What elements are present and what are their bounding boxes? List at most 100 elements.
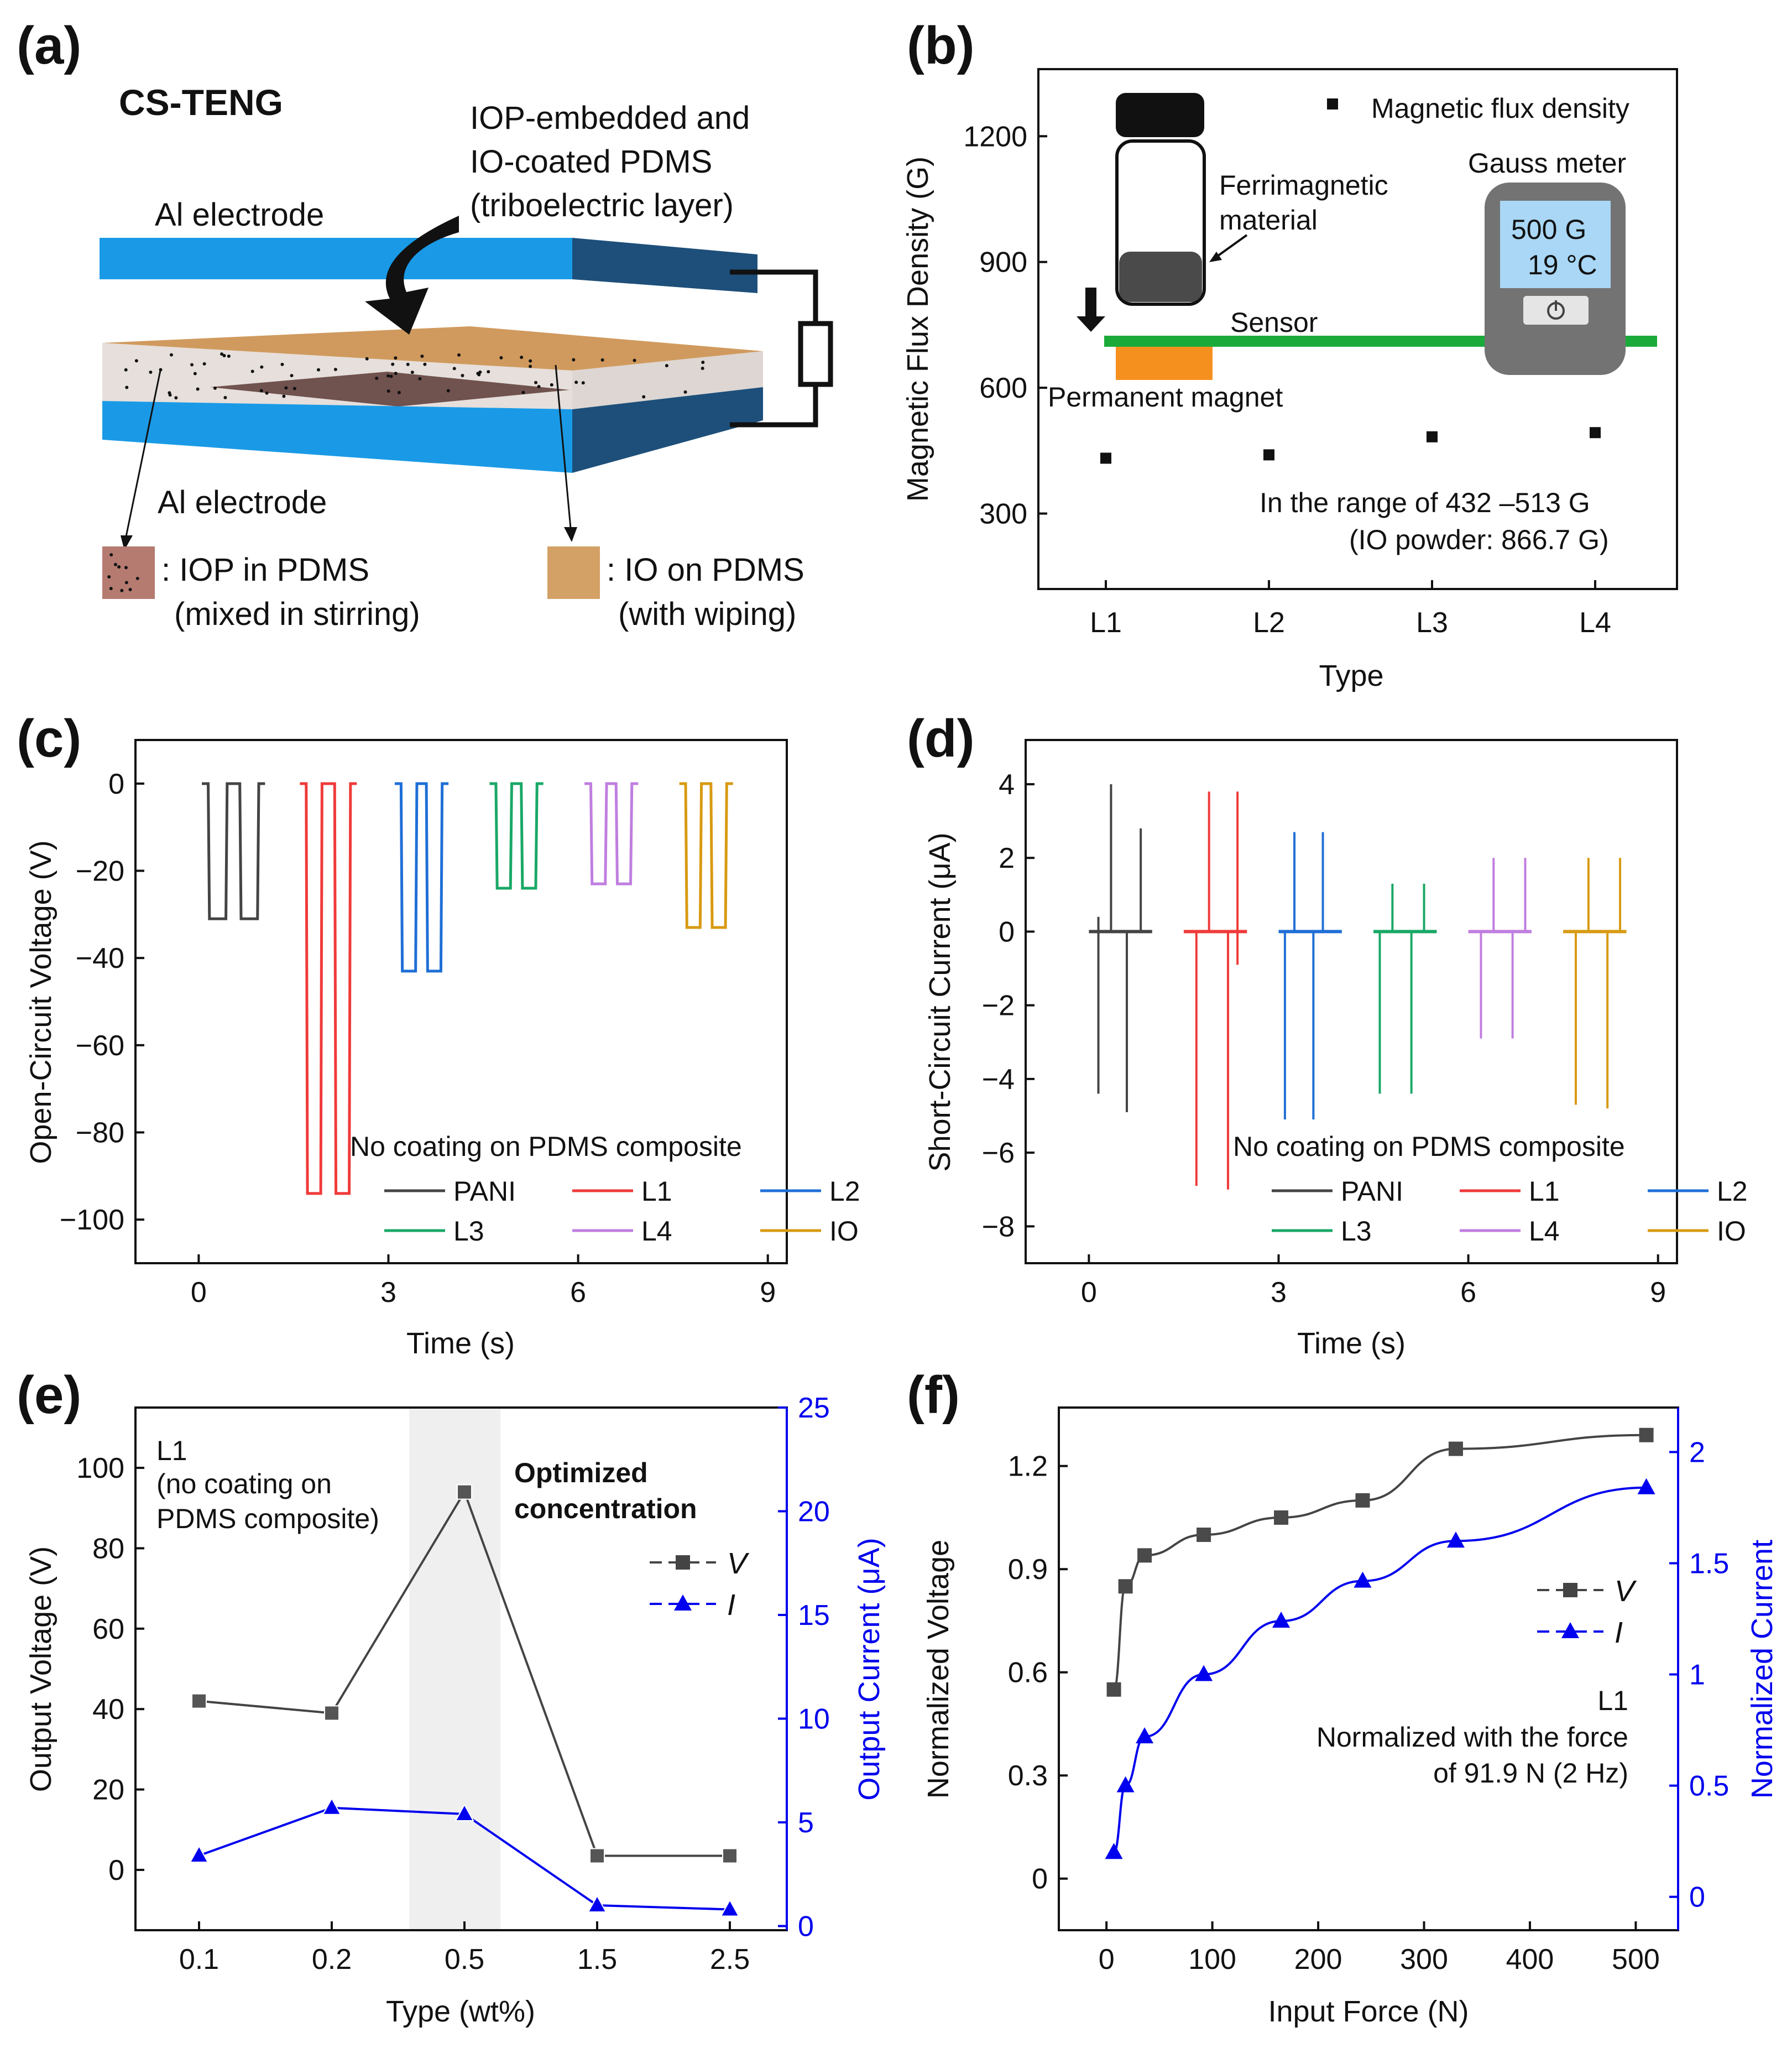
legend: VI (650, 1547, 750, 1622)
legend-label-PANI: PANI (1341, 1176, 1403, 1207)
iop-particle (223, 395, 227, 399)
iop-particle (259, 389, 263, 393)
circuit-wire-top (730, 269, 818, 324)
iop-particle (282, 394, 286, 398)
series-lines (1089, 784, 1627, 1190)
y-tick-label: 0 (1032, 1863, 1048, 1895)
y-tick-label: 0 (999, 916, 1015, 948)
down-arrow-shaft (1085, 288, 1096, 318)
panel-d: (d) Short-Circuit Current (μA) Time (s) … (907, 709, 1748, 1360)
x-tick-label: 6 (1460, 1276, 1476, 1309)
data-point (1427, 431, 1438, 442)
note-line-2: Normalized with the force (1316, 1722, 1628, 1753)
vial-cap (1116, 93, 1204, 137)
iop-particle (461, 373, 464, 377)
series-lines (1105, 1427, 1655, 1859)
series-line-L1 (300, 782, 357, 1195)
panel-d-label: (d) (907, 709, 975, 768)
y-tick-label: 0 (108, 1854, 124, 1887)
iop-particle (665, 364, 668, 368)
iop-dark-region (210, 372, 570, 407)
iop-particle (457, 353, 461, 357)
legend-label-L3: L3 (1341, 1216, 1372, 1247)
iop-particle (260, 365, 264, 369)
x-tick-label: 9 (760, 1276, 776, 1309)
swatch-particle (135, 576, 139, 580)
panel-a-label: (a) (17, 16, 81, 75)
layer-callout-line-3: (triboelectric layer) (470, 187, 734, 223)
y-tick-label: 300 (979, 498, 1027, 530)
iop-particle (529, 364, 532, 368)
y-tick-label: 600 (979, 372, 1027, 404)
iop-particle (174, 396, 178, 400)
y-tick-label: −60 (76, 1030, 124, 1062)
y-tick-label: −100 (60, 1204, 124, 1236)
io-swatch (547, 546, 600, 599)
panel-c: (c) Open-Circuit Voltage (V) Time (s) 0 −… (17, 709, 860, 1360)
data-point (1100, 452, 1111, 464)
plot-frame-left (1058, 1406, 1679, 1931)
legend-label-I: I (1615, 1616, 1623, 1649)
y-tick-label: 1 (1689, 1659, 1705, 1691)
ferrimagnetic-material (1119, 252, 1202, 302)
iop-particle (410, 371, 414, 374)
series-lines (189, 1484, 740, 1917)
y-tick-label: 4 (999, 769, 1015, 801)
legend-label-L4: L4 (1529, 1216, 1560, 1247)
x-tick-label: 6 (570, 1276, 586, 1309)
axes: 4 2 0 −2 −4 −6 −8 0 3 6 9 (982, 769, 1666, 1309)
y-axis-title: Open-Circuit Voltage (V) (24, 840, 58, 1164)
iop-particle (317, 368, 321, 372)
iop-particle (499, 356, 503, 359)
y-tick-label: −2 (982, 990, 1015, 1022)
iop-particle (487, 370, 490, 374)
data-point-V (191, 1693, 207, 1709)
panel-b-label: (b) (907, 16, 975, 75)
sensor-label: Sensor (1230, 307, 1318, 338)
legend-label-V: V (727, 1547, 750, 1580)
iop-particle (581, 381, 585, 385)
data-point-V (1274, 1510, 1289, 1525)
data-point-V (1106, 1682, 1121, 1697)
legend-label-L2: L2 (1717, 1176, 1748, 1207)
iop-particle (386, 374, 390, 378)
iop-particle (642, 395, 646, 399)
layer-callout-line-1: IOP-embedded and (470, 100, 750, 136)
y-tick-label: 5 (798, 1807, 814, 1839)
data-point-I (1136, 1727, 1154, 1744)
data-point-V (1639, 1427, 1654, 1442)
iop-particle (534, 381, 538, 384)
iop-particle (477, 373, 481, 377)
iop-particle (227, 355, 231, 358)
data-point-I (1105, 1843, 1123, 1859)
material-pointer-head (1209, 252, 1222, 262)
iop-particle (537, 384, 541, 388)
x-tick-label: 1.5 (577, 1943, 617, 1976)
swatch-particle (124, 581, 128, 585)
x-tick-label: 300 (1400, 1943, 1448, 1976)
iop-particle (446, 389, 450, 393)
io-coating-top (102, 326, 763, 371)
legend-label-IO: IO (1717, 1216, 1746, 1247)
optimized-region (409, 1409, 500, 1929)
data-point-I (322, 1797, 342, 1815)
iop-particle (406, 362, 410, 366)
y2-axis-title: Output Current (μA) (853, 1538, 886, 1800)
axes: 0 −20 −40 −60 −80 −100 0 3 6 9 (60, 768, 776, 1309)
io-pointer-head (564, 527, 577, 542)
x-axis-title: Time (s) (406, 1327, 515, 1360)
y2-axis-title: Normalized Current (1746, 1540, 1779, 1799)
x-axis-title: Input Force (N) (1268, 1995, 1469, 2028)
data-point-I (1272, 1612, 1291, 1628)
iop-particle (220, 352, 224, 356)
x-tick-label: 400 (1506, 1943, 1554, 1976)
plot-frame (134, 739, 788, 1264)
iop-particle (250, 369, 254, 373)
legend: PANI L1 L2 L3 L4 IO (384, 1176, 860, 1247)
y-tick-label: 0 (798, 1911, 814, 1943)
legend: VI (1537, 1575, 1637, 1649)
data-point-V (1118, 1579, 1133, 1594)
y-axis-title: Short-Circuit Current (μA) (923, 832, 957, 1171)
y-tick-label: −4 (982, 1064, 1015, 1096)
